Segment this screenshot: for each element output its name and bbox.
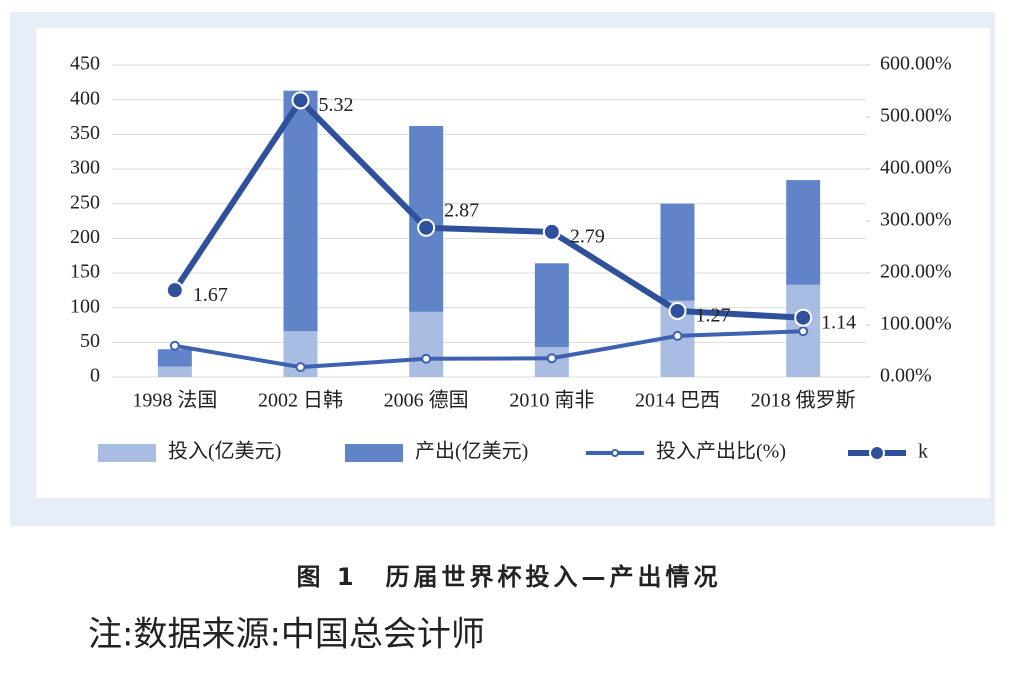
panel (36, 28, 990, 498)
marker (668, 301, 687, 320)
y2-tick-label: 200.00% (880, 261, 952, 283)
legend-label: k (918, 441, 928, 463)
legend-marker (611, 449, 619, 457)
marker (169, 340, 180, 351)
data-label: 1.27 (696, 305, 731, 327)
y-tick-label: 350 (70, 122, 100, 144)
y2-tick-label: 300.00% (880, 209, 952, 231)
bar (157, 349, 192, 367)
y2-tick-label: 400.00% (880, 157, 952, 179)
legend-label: 投入产出比(%) (656, 440, 786, 463)
caption: 图 1 历届世界杯投入—产出情况 (296, 563, 721, 591)
legend-label: 投入(亿美元) (168, 440, 281, 463)
y-tick-label: 300 (70, 157, 100, 179)
note: 注:数据来源:中国总会计师 (88, 615, 485, 655)
y-tick-label: 250 (70, 191, 100, 213)
marker (794, 308, 813, 327)
y-tick-label: 100 (70, 295, 100, 317)
y-tick-label: 50 (80, 330, 100, 352)
x-tick-label: 2010 南非 (509, 389, 594, 412)
y-tick-label: 200 (70, 226, 100, 248)
bar (660, 203, 695, 301)
data-label: 5.32 (319, 94, 354, 116)
marker (546, 353, 557, 364)
y-tick-label: 450 (70, 53, 100, 75)
bar (786, 180, 821, 285)
marker (421, 353, 432, 364)
data-label: 2.79 (570, 226, 605, 248)
line (174, 329, 804, 370)
legend-swatch (98, 444, 156, 462)
marker (672, 330, 683, 341)
data-label: 2.87 (444, 199, 479, 221)
x-tick-label: 2002 日韩 (258, 389, 343, 412)
data-label: 1.67 (193, 284, 228, 306)
line (172, 95, 804, 321)
marker (417, 218, 436, 237)
legend-marker (869, 445, 885, 461)
y2-tick-label: 500.00% (880, 105, 952, 127)
y2-tick-label: 0.00% (880, 365, 932, 387)
y-tick-label: 150 (70, 261, 100, 283)
y-tick-label: 0 (90, 365, 100, 387)
y2-tick-label: 600.00% (880, 53, 952, 75)
legend-swatch (345, 444, 403, 462)
bar (283, 90, 318, 332)
legend-label: 产出(亿美元) (415, 440, 528, 463)
marker (542, 222, 561, 241)
y2-tick-label: 100.00% (880, 313, 952, 335)
x-tick-label: 2014 巴西 (635, 390, 720, 412)
data-label: 1.14 (821, 311, 856, 333)
marker (798, 326, 809, 337)
marker (295, 362, 306, 373)
marker (165, 281, 184, 300)
y-tick-label: 400 (70, 87, 100, 109)
bar (409, 311, 444, 377)
bar (157, 366, 192, 377)
bar (534, 263, 569, 348)
x-tick-label: 2018 俄罗斯 (751, 389, 856, 412)
x-tick-label: 1998 法国 (132, 389, 217, 412)
marker (291, 91, 310, 110)
x-tick-label: 2006 德国 (384, 389, 469, 412)
